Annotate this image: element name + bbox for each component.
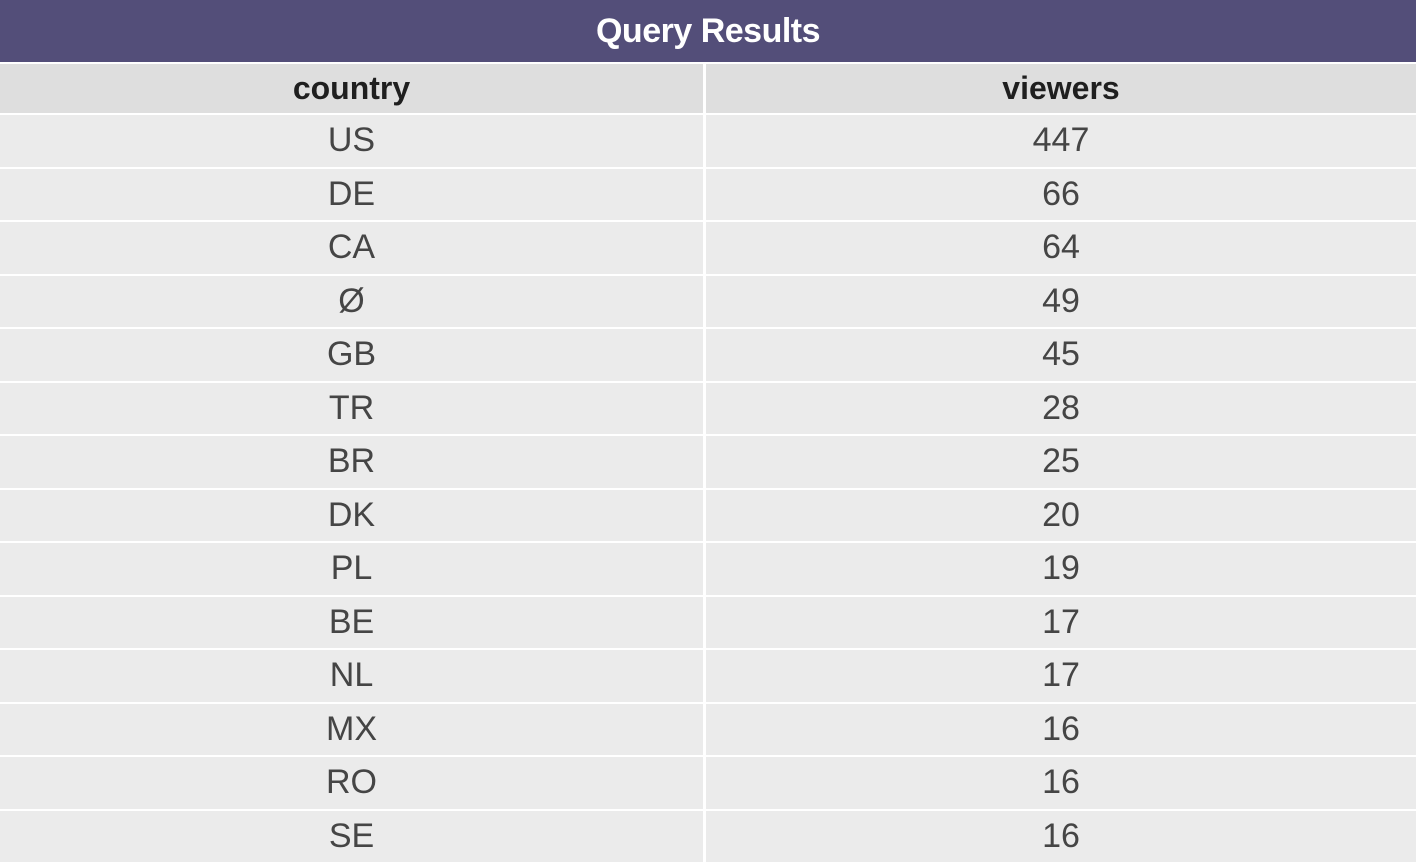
table-row: BR 25: [0, 436, 1416, 490]
viewers-cell: 45: [706, 329, 1416, 383]
table-row: DK 20: [0, 489, 1416, 543]
table-row: BE 17: [0, 596, 1416, 650]
country-cell: US: [0, 115, 706, 169]
table-row: NL 17: [0, 650, 1416, 704]
country-cell: BE: [0, 596, 706, 650]
table-row: MX 16: [0, 703, 1416, 757]
header-row: country viewers: [0, 62, 1416, 115]
viewers-cell: 66: [706, 168, 1416, 222]
results-table: country viewers US 447 DE 66 CA 64 Ø 49: [0, 62, 1416, 862]
table-row: TR 28: [0, 382, 1416, 436]
viewers-cell: 17: [706, 650, 1416, 704]
viewers-cell: 20: [706, 489, 1416, 543]
country-cell: BR: [0, 436, 706, 490]
country-cell: DE: [0, 168, 706, 222]
country-cell: Ø: [0, 275, 706, 329]
viewers-cell: 19: [706, 543, 1416, 597]
country-cell: SE: [0, 810, 706, 862]
results-title: Query Results: [0, 0, 1416, 62]
country-cell: DK: [0, 489, 706, 543]
table-row: CA 64: [0, 222, 1416, 276]
viewers-cell: 64: [706, 222, 1416, 276]
viewers-cell: 49: [706, 275, 1416, 329]
viewers-cell: 16: [706, 757, 1416, 811]
country-cell: MX: [0, 703, 706, 757]
table-row: GB 45: [0, 329, 1416, 383]
table-header: country viewers: [0, 62, 1416, 115]
country-cell: GB: [0, 329, 706, 383]
viewers-cell: 28: [706, 382, 1416, 436]
viewers-cell: 25: [706, 436, 1416, 490]
country-cell: CA: [0, 222, 706, 276]
table-row: PL 19: [0, 543, 1416, 597]
viewers-cell: 17: [706, 596, 1416, 650]
column-header-viewers[interactable]: viewers: [706, 62, 1416, 115]
table-body: US 447 DE 66 CA 64 Ø 49 GB 45 TR 28: [0, 115, 1416, 862]
table-row: Ø 49: [0, 275, 1416, 329]
viewers-cell: 447: [706, 115, 1416, 169]
country-cell: PL: [0, 543, 706, 597]
table-row: SE 16: [0, 810, 1416, 862]
country-cell: TR: [0, 382, 706, 436]
viewers-cell: 16: [706, 810, 1416, 862]
country-cell: NL: [0, 650, 706, 704]
table-row: DE 66: [0, 168, 1416, 222]
table-row: US 447: [0, 115, 1416, 169]
column-header-country[interactable]: country: [0, 62, 706, 115]
viewers-cell: 16: [706, 703, 1416, 757]
country-cell: RO: [0, 757, 706, 811]
table-row: RO 16: [0, 757, 1416, 811]
